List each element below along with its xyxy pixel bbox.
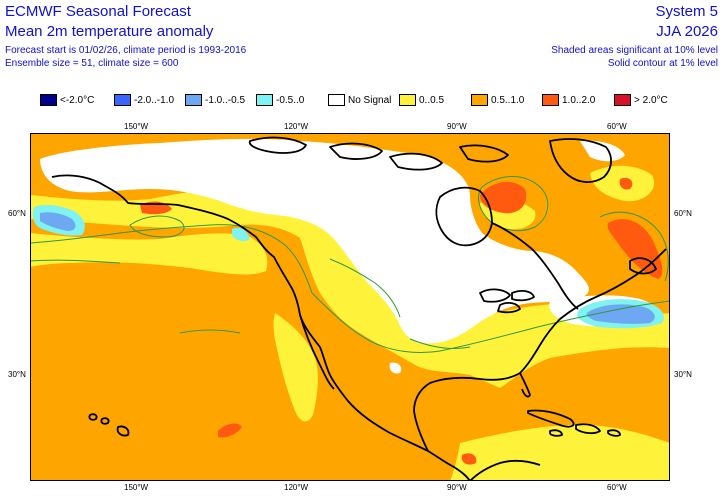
significance-note: Shaded areas significant at 10% level <box>551 45 718 56</box>
legend-label: -0.5..0 <box>276 94 305 106</box>
coastline-central-america <box>469 459 541 481</box>
forecast-info: Forecast start is 01/02/26, climate peri… <box>5 45 247 56</box>
coastline-jamaica <box>549 429 563 437</box>
lon-tick-top: 150°W <box>124 122 149 131</box>
anomaly-region-red <box>461 453 477 465</box>
legend-item: -1.0..-0.5 <box>185 92 245 108</box>
legend-swatch <box>328 94 345 106</box>
anomaly-region-cyan <box>232 227 250 242</box>
anomaly-region-nosignal <box>389 362 402 374</box>
legend-swatch <box>542 94 559 106</box>
anomaly-region-yellow <box>273 313 318 422</box>
legend-label: 0.5..1.0 <box>491 94 525 106</box>
legend-item: No Signal <box>328 92 391 108</box>
anomaly-region-yellow <box>30 233 268 275</box>
lon-tick-top: 120°W <box>284 122 309 131</box>
lat-tick-left: 60°N <box>8 209 26 218</box>
legend-swatch <box>614 94 631 106</box>
coastline-greenland <box>549 138 612 183</box>
legend-swatch <box>256 94 273 106</box>
lon-tick-bottom: 150°W <box>124 483 149 492</box>
lat-tick-right: 30°N <box>674 370 692 379</box>
legend-label: > 2.0°C <box>634 94 668 106</box>
coastline-arctic-island <box>389 152 443 171</box>
contour-note: Solid contour at 1% level <box>607 58 718 69</box>
coastline-hudson-bay <box>435 186 493 247</box>
anomaly-map <box>30 133 670 481</box>
legend-swatch <box>40 94 57 106</box>
significance-contour <box>311 292 670 354</box>
coastline-cuba <box>527 409 575 428</box>
significance-contour <box>179 329 241 334</box>
legend-label: -2.0..-1.0 <box>134 94 175 106</box>
legend-swatch <box>471 94 488 106</box>
anomaly-region-red <box>619 177 633 190</box>
legend-item: 1.0..2.0 <box>542 92 595 108</box>
coastline-gulf <box>413 248 667 452</box>
coastline-arctic-island <box>329 142 383 160</box>
map-title: ECMWF Seasonal Forecast <box>5 3 191 20</box>
anomaly-region-lightblue <box>40 212 76 231</box>
coastline-arctic-island <box>459 144 509 163</box>
significance-contour <box>409 338 471 350</box>
legend-label: -1.0..-0.5 <box>205 94 246 106</box>
legend-label: No Signal <box>348 94 392 106</box>
map-subtitle: Mean 2m temperature anomaly <box>5 23 214 40</box>
lon-tick-bottom: 120°W <box>284 483 309 492</box>
season-label: JJA 2026 <box>656 23 718 40</box>
coastline-great-lakes <box>479 288 535 314</box>
significance-contour <box>329 258 401 318</box>
system-label: System 5 <box>655 3 718 20</box>
anomaly-region-yellow <box>450 424 670 481</box>
coastline-group <box>51 136 667 481</box>
anomaly-region-nosignal <box>580 140 625 162</box>
anomaly-region-red <box>218 423 242 438</box>
significance-contour <box>30 224 313 294</box>
legend-item: -2.0..-1.0 <box>114 92 174 108</box>
lon-tick-top: 60°W <box>607 122 627 131</box>
legend-item: 0.5..1.0 <box>471 92 524 108</box>
anomaly-region-red <box>480 181 527 214</box>
legend-label: 1.0..2.0 <box>562 94 596 106</box>
map-frame <box>30 133 670 481</box>
significance-contour <box>478 176 549 232</box>
lon-tick-top: 90°W <box>447 122 467 131</box>
legend-item: > 2.0°C <box>614 92 668 108</box>
lat-tick-left: 30°N <box>8 370 26 379</box>
legend-item: <-2.0°C <box>40 92 94 108</box>
lon-tick-bottom: 90°W <box>447 483 467 492</box>
significance-contour <box>129 215 185 238</box>
lat-tick-right: 60°N <box>674 209 692 218</box>
coastline-pacific <box>51 174 471 481</box>
coastline-hispaniola <box>575 423 601 435</box>
lon-tick-bottom: 60°W <box>607 483 627 492</box>
significance-contour <box>599 211 669 282</box>
legend-swatch <box>185 94 202 106</box>
anomaly-region-red <box>607 219 663 279</box>
anomaly-region-yellow <box>30 187 670 388</box>
significance-contour <box>30 259 121 264</box>
coastline-newfoundland <box>629 257 657 275</box>
coastline-labrador <box>491 222 579 310</box>
legend-swatch <box>114 94 131 106</box>
coastline-puerto-rico <box>607 429 621 437</box>
legend-label: 0..0.5 <box>419 94 445 106</box>
coastline-hawaii <box>88 413 130 437</box>
anomaly-region-lightblue <box>586 304 655 324</box>
legend-item: -0.5..0 <box>256 92 304 108</box>
legend-label: <-2.0°C <box>60 94 95 106</box>
coastline-arctic-island <box>248 136 307 154</box>
ensemble-info: Ensemble size = 51, climate size = 600 <box>5 58 179 69</box>
contour-group <box>30 176 670 354</box>
legend-item: 0..0.5 <box>399 92 444 108</box>
coastline-florida <box>519 372 531 398</box>
legend-swatch <box>399 94 416 106</box>
coastline-baja <box>299 314 335 390</box>
